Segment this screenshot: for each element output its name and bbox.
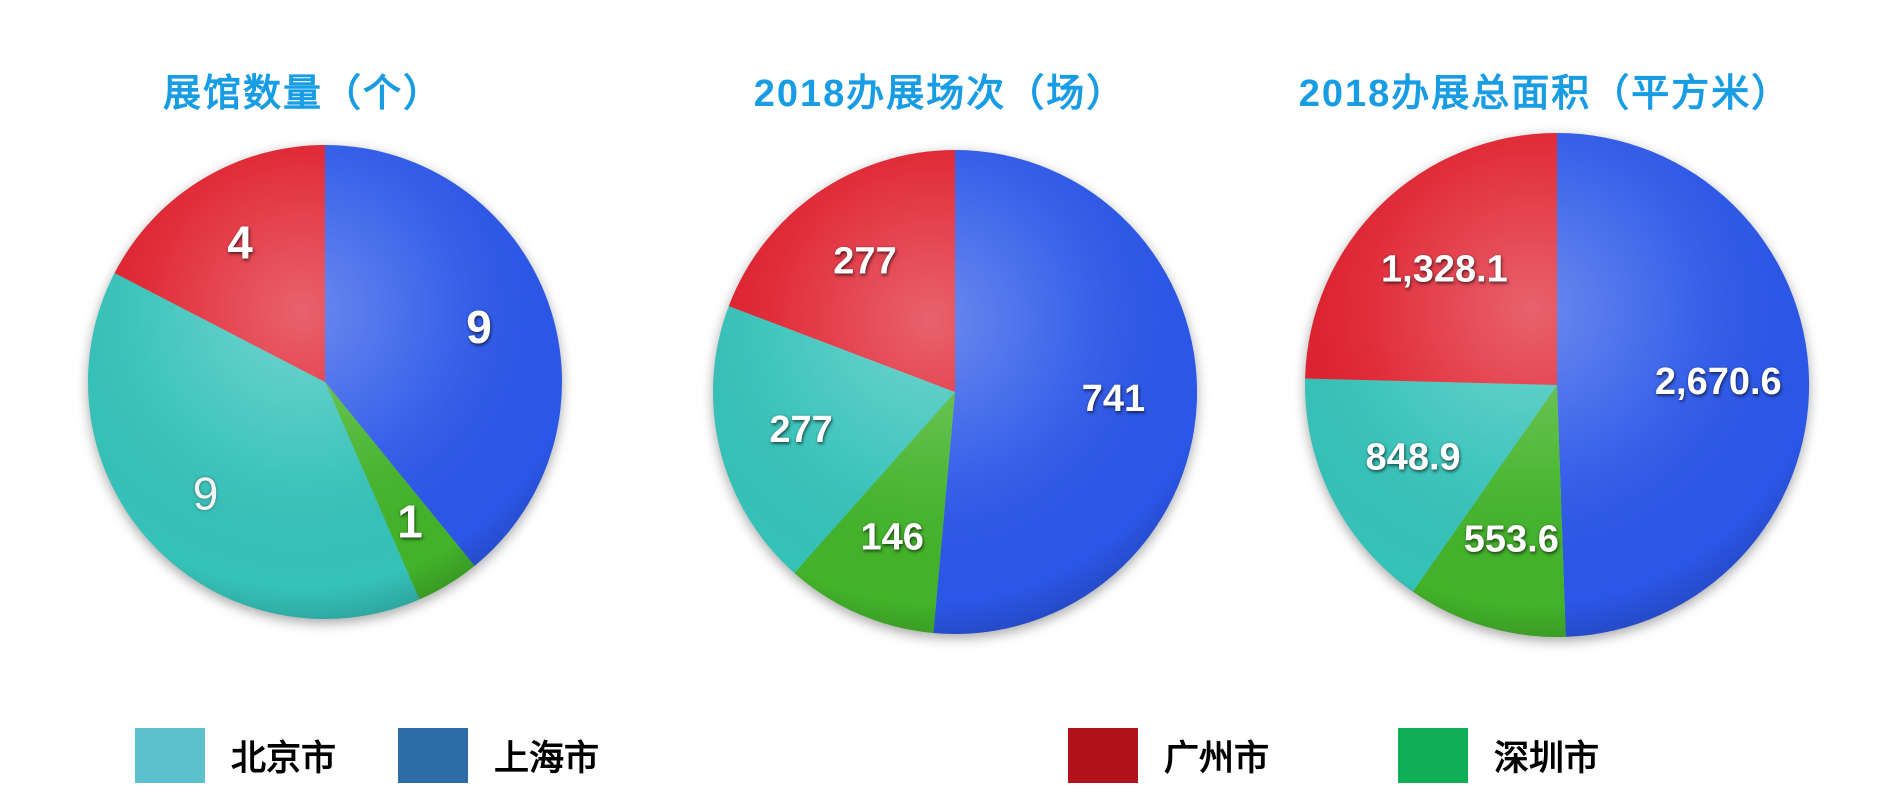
legend-label-beijing: 北京市	[231, 738, 337, 778]
pie-title-show-sessions: 2018办展场次（场）	[753, 73, 1127, 115]
legend-swatch-shenzhen	[1398, 727, 1468, 783]
pie-0-value-label: 4	[227, 216, 253, 268]
legend-swatch-guangzhou	[1068, 727, 1138, 783]
pie-1-value-label: 277	[769, 409, 832, 451]
pie-1-value-label: 277	[833, 241, 896, 283]
legend-label-shenzhen: 深圳市	[1494, 738, 1600, 778]
legend-label-shanghai: 上海市	[494, 738, 600, 778]
legend-swatch-shanghai	[398, 727, 468, 783]
pie-1-slice-上海市	[933, 150, 1198, 635]
pie-chart-1: 741 146 277 277	[712, 150, 1198, 635]
pie-0-value-label: 9	[466, 301, 492, 353]
legend-item-guangzhou: 广州市	[1068, 727, 1269, 783]
pie-1-value-label: 146	[860, 517, 923, 559]
legend-item-shanghai: 上海市	[398, 727, 599, 783]
legend-swatch-beijing	[135, 727, 205, 783]
pie-1-value-label: 741	[1082, 378, 1145, 420]
pie-title-hall-count: 展馆数量（个）	[162, 73, 444, 115]
pie-2-value-label: 1,328.1	[1381, 249, 1508, 291]
pie-2-value-label: 848.9	[1366, 437, 1461, 479]
legend-item-shenzhen: 深圳市	[1398, 727, 1599, 783]
pie-title-show-area: 2018办展总面积（平方米）	[1298, 73, 1792, 115]
pie-0-value-label: 1	[397, 496, 423, 548]
pie-2-value-label: 2,670.6	[1655, 361, 1782, 403]
pie-0-value-label: 9	[193, 468, 219, 520]
pie-2-value-label: 553.6	[1464, 519, 1559, 561]
legend-label-guangzhou: 广州市	[1164, 738, 1270, 778]
legend-item-beijing: 北京市	[135, 727, 336, 783]
pie-chart-0: 9 1 9 4	[87, 145, 562, 620]
